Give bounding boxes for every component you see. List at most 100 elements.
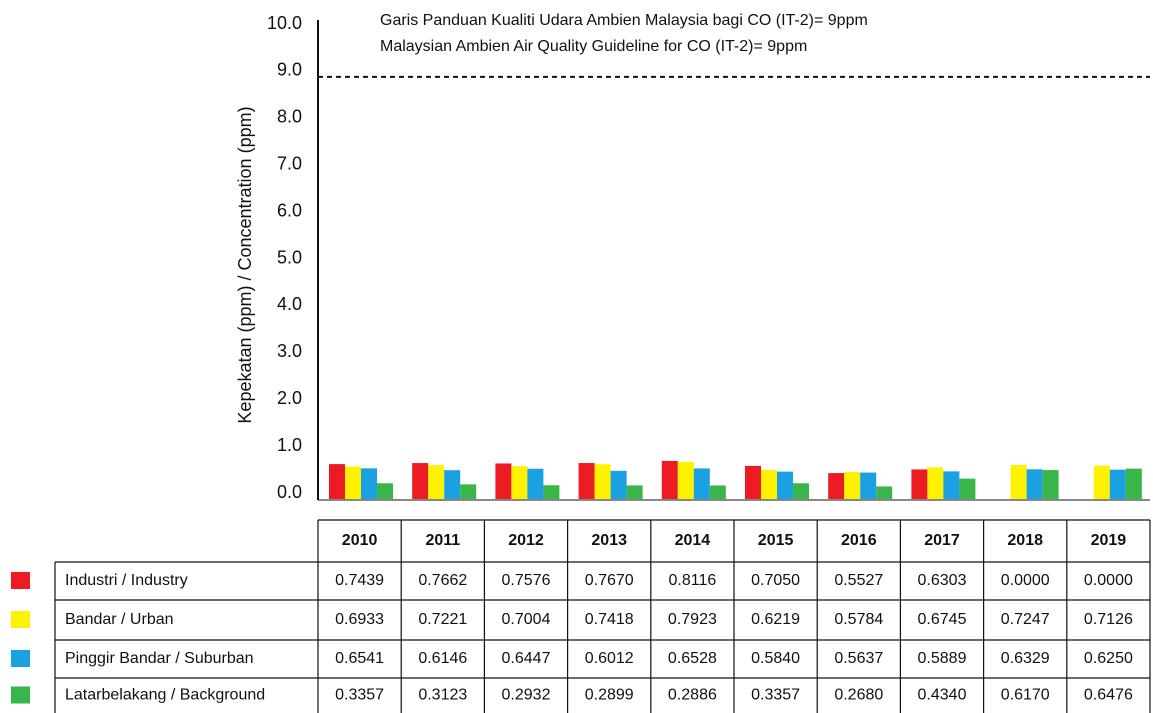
table-cell: 0.2680 [834, 687, 883, 704]
bar [511, 466, 528, 499]
table-cell: 0.3357 [335, 687, 384, 704]
bar [543, 485, 560, 499]
table-cell: 0.2886 [668, 687, 717, 704]
table-cell: 0.6250 [1084, 650, 1133, 667]
table-cell: 0.6219 [751, 611, 800, 628]
bar [777, 471, 793, 499]
bar [345, 466, 361, 499]
y-tick-label: 2.0 [277, 388, 302, 408]
bar [1093, 465, 1110, 499]
table-cell: 0.7050 [751, 572, 800, 589]
bar [626, 485, 643, 499]
table-cell: 0.3123 [418, 687, 467, 704]
table-cell: 0.7247 [1001, 611, 1050, 628]
table-cell: 0.2899 [585, 687, 634, 704]
legend-swatch [11, 650, 30, 667]
bar [594, 464, 611, 499]
table-cell: 0.5840 [751, 650, 800, 667]
x-tick-label: 2016 [841, 532, 877, 549]
bar [578, 463, 595, 499]
bar [943, 471, 960, 499]
table-cell: 0.6541 [335, 650, 384, 667]
bar [412, 463, 429, 499]
annotation: Garis Panduan Kualiti Udara Ambien Malay… [380, 12, 868, 29]
y-tick-label: 3.0 [277, 341, 302, 361]
table-cell: 0.4340 [918, 687, 967, 704]
table-cell: 0.7418 [585, 611, 634, 628]
x-tick-label: 2015 [758, 532, 794, 549]
bar [709, 485, 726, 499]
table-cell: 0.7662 [418, 572, 467, 589]
bar [610, 470, 627, 499]
table-cell: 0.5527 [834, 572, 883, 589]
table-cell: 0.6447 [502, 650, 551, 667]
bar [1010, 465, 1027, 499]
table-cell: 0.8116 [669, 572, 717, 589]
bar [959, 478, 976, 499]
legend-label: Bandar / Urban [65, 611, 174, 628]
table-cell: 0.6012 [585, 650, 634, 667]
y-tick-label: 1.0 [277, 435, 302, 455]
bar [693, 468, 710, 499]
bar [460, 484, 477, 499]
legend-swatch [11, 686, 30, 704]
x-tick-label: 2013 [591, 532, 627, 549]
table-cell: 0.6146 [418, 650, 467, 667]
table-cell: 0.3357 [751, 687, 800, 704]
bar [1109, 469, 1126, 499]
x-tick-label: 2017 [924, 532, 960, 549]
table-cell: 0.6933 [335, 611, 384, 628]
table-cell: 0.0000 [1001, 572, 1050, 589]
table-cell: 0.6476 [1084, 687, 1133, 704]
table-cell: 0.5889 [918, 650, 967, 667]
y-tick-label: 7.0 [277, 153, 302, 173]
bar [793, 483, 809, 499]
table-cell: 0.7576 [502, 572, 551, 589]
bar [927, 467, 944, 499]
table-cell: 0.7126 [1084, 611, 1133, 628]
bar [1026, 469, 1043, 499]
bar [444, 470, 461, 499]
bar [761, 469, 777, 499]
y-tick-label: 5.0 [277, 247, 302, 267]
bar [1042, 470, 1059, 499]
bar [329, 464, 345, 499]
bar [361, 468, 377, 499]
y-tick-label: 6.0 [277, 200, 302, 220]
annotation: Malaysian Ambien Air Quality Guideline f… [380, 38, 807, 55]
bar [1125, 468, 1142, 499]
table-cell: 0.7670 [585, 572, 634, 589]
table-cell: 0.7221 [418, 611, 467, 628]
y-axis-label: Kepekatan (ppm) / Concentration (ppm) [235, 106, 255, 423]
bar [527, 468, 544, 499]
bar [661, 460, 678, 499]
bar [428, 465, 445, 499]
bar [876, 486, 893, 499]
y-tick-label: 0.0 [277, 482, 302, 502]
table-cell: 0.0000 [1084, 572, 1133, 589]
table-cell: 0.7439 [335, 572, 384, 589]
bar [495, 463, 512, 499]
table-cell: 0.6170 [1001, 687, 1050, 704]
table-cell: 0.5784 [834, 611, 883, 628]
bar [860, 472, 877, 499]
y-tick-label: 10.0 [267, 13, 302, 33]
y-tick-label: 8.0 [277, 107, 302, 127]
legend-swatch [11, 572, 30, 589]
table-cell: 0.2932 [502, 687, 551, 704]
x-tick-label: 2018 [1007, 532, 1043, 549]
legend-label: Latarbelakang / Background [65, 687, 265, 704]
legend-label: Pinggir Bandar / Suburban [65, 650, 254, 667]
bar [745, 465, 761, 499]
table-cell: 0.6528 [668, 650, 717, 667]
table-cell: 0.6329 [1001, 650, 1050, 667]
legend-label: Industri / Industry [65, 572, 188, 589]
bar [677, 461, 694, 499]
table-cell: 0.6745 [918, 611, 967, 628]
x-tick-label: 2011 [425, 532, 460, 549]
x-tick-label: 2012 [508, 532, 544, 549]
bar [911, 469, 928, 499]
bar [844, 471, 861, 499]
x-tick-label: 2014 [675, 532, 711, 549]
legend-swatch [11, 611, 30, 628]
